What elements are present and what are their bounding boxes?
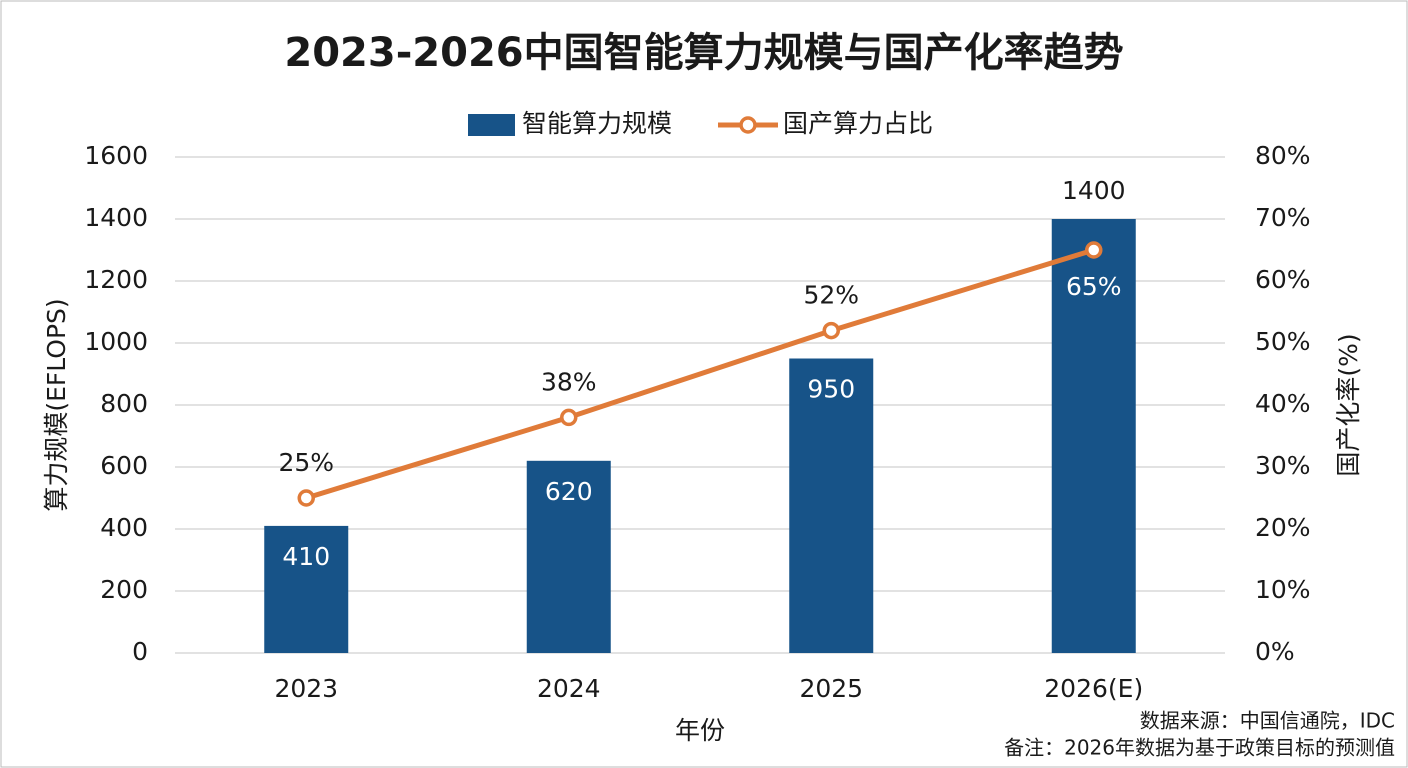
y2-tick-label: 70% (1255, 203, 1311, 232)
y2-tick-label: 40% (1255, 389, 1311, 418)
y-tick-label: 1200 (84, 265, 148, 294)
y-tick-label: 400 (100, 513, 148, 542)
bar-value-label: 620 (545, 477, 593, 506)
y2-tick-label: 50% (1255, 327, 1311, 356)
line-value-label: 38% (541, 367, 597, 396)
line-value-label: 65% (1066, 272, 1122, 301)
y-tick-label: 1600 (84, 141, 148, 170)
y2-tick-label: 60% (1255, 265, 1311, 294)
line-marker (1085, 241, 1103, 259)
y-tick-label: 600 (100, 451, 148, 480)
y2-tick-label: 20% (1255, 513, 1311, 542)
bar-value-label: 1400 (1062, 176, 1126, 205)
y-axis-label: 算力规模(EFLOPS) (42, 298, 71, 511)
line-marker (560, 408, 578, 427)
legend-swatch (468, 114, 515, 136)
line-marker (297, 489, 315, 507)
bar (789, 358, 874, 653)
line-marker (822, 321, 840, 340)
y-tick-label: 200 (100, 575, 148, 604)
source-note: 数据来源：中国信通院，IDC (1140, 709, 1395, 733)
y2-tick-label: 10% (1255, 575, 1311, 604)
x-axis-label: 年份 (675, 716, 725, 745)
y2-tick-label: 30% (1255, 451, 1311, 480)
line-value-label: 25% (278, 448, 334, 477)
line (305, 247, 1095, 501)
x-tick-label: 2025 (799, 674, 863, 703)
bar (264, 525, 349, 653)
x-tick-label: 2023 (274, 674, 338, 703)
y-tick-label: 1400 (84, 203, 148, 232)
y-tick-label: 800 (100, 389, 148, 418)
x-tick-label: 2024 (537, 674, 601, 703)
y2-axis-label: 国产化率(%) (1334, 333, 1363, 476)
legend-label: 国产算力占比 (783, 109, 933, 138)
bar-value-label: 410 (282, 542, 330, 571)
y2-tick-label: 80% (1255, 141, 1311, 170)
y-tick-label: 0 (132, 637, 148, 666)
line-value-label: 52% (803, 281, 859, 310)
remark-note: 备注：2026年数据为基于政策目标的预测值 (1004, 736, 1395, 760)
bar (1051, 219, 1136, 653)
bar-value-label: 950 (807, 375, 855, 404)
legend-label: 智能算力规模 (522, 109, 672, 138)
chart-title: 2023-2026中国智能算力规模与国产化率趋势 (284, 30, 1123, 76)
y-tick-label: 1000 (84, 327, 148, 356)
y2-tick-label: 0% (1255, 637, 1295, 666)
legend-swatch (739, 116, 757, 134)
bar (526, 460, 611, 653)
x-tick-label: 2026(E) (1044, 674, 1143, 703)
